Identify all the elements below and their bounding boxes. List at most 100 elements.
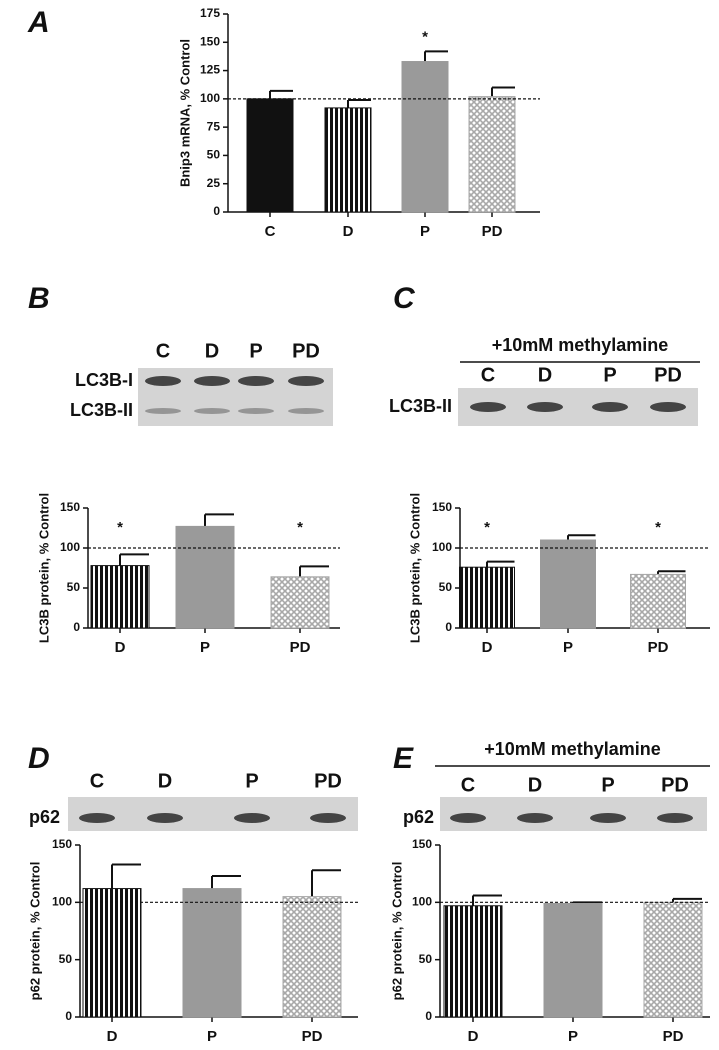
lane-label: PD bbox=[292, 340, 320, 362]
x-tick-label: PD bbox=[482, 223, 503, 240]
bar bbox=[246, 98, 294, 213]
bar bbox=[401, 61, 449, 213]
y-tick-label: 150 bbox=[60, 500, 80, 514]
y-axis-label: LC3B protein, % Control bbox=[36, 493, 51, 643]
error-bar bbox=[657, 570, 686, 575]
blot-band bbox=[238, 376, 274, 386]
y-tick-label: 0 bbox=[425, 1009, 432, 1023]
blot-image bbox=[68, 797, 358, 831]
blot-band bbox=[194, 376, 230, 386]
lane-label: D bbox=[158, 770, 172, 792]
panel-letter: B bbox=[28, 282, 50, 315]
significance-mark: * bbox=[655, 519, 661, 536]
bar bbox=[82, 888, 142, 1018]
lane-label: P bbox=[245, 770, 258, 792]
lane-label: PD bbox=[314, 770, 342, 792]
bar bbox=[459, 566, 515, 629]
x-tick-label: PD bbox=[648, 639, 669, 656]
bar bbox=[182, 888, 242, 1018]
lane-label: D bbox=[538, 364, 552, 386]
blot-band bbox=[147, 813, 183, 823]
y-tick-label: 25 bbox=[207, 176, 221, 190]
x-tick-label: PD bbox=[290, 639, 311, 656]
y-tick-label: 50 bbox=[59, 952, 73, 966]
lane-label: C bbox=[90, 770, 104, 792]
bar bbox=[90, 565, 150, 629]
error-bar bbox=[211, 874, 241, 889]
x-tick-label: D bbox=[482, 639, 493, 656]
panel-letter: E bbox=[393, 742, 414, 775]
lane-label: C bbox=[156, 340, 170, 362]
y-tick-label: 150 bbox=[200, 34, 220, 48]
blot-band bbox=[527, 402, 563, 412]
blot-row-label: p62 bbox=[403, 807, 434, 827]
lane-label: D bbox=[528, 774, 542, 796]
y-tick-label: 0 bbox=[73, 620, 80, 634]
x-tick-label: D bbox=[107, 1028, 118, 1045]
lane-label: C bbox=[481, 364, 495, 386]
x-tick-label: P bbox=[207, 1028, 217, 1045]
bar bbox=[443, 905, 503, 1018]
error-bar bbox=[269, 89, 293, 99]
y-tick-label: 100 bbox=[60, 540, 80, 554]
y-tick-label: 100 bbox=[412, 895, 432, 909]
lane-label: PD bbox=[661, 774, 689, 796]
y-tick-label: 75 bbox=[207, 119, 221, 133]
blot-row-label: LC3B-II bbox=[70, 400, 133, 420]
y-tick-label: 0 bbox=[65, 1009, 72, 1023]
error-bar bbox=[472, 894, 502, 906]
error-bar bbox=[111, 863, 141, 889]
error-bar bbox=[299, 565, 329, 577]
lane-label: P bbox=[603, 364, 616, 386]
y-tick-label: 100 bbox=[52, 895, 72, 909]
y-tick-label: 125 bbox=[200, 63, 220, 77]
error-bar bbox=[486, 560, 515, 568]
error-bar bbox=[347, 98, 371, 108]
y-tick-label: 0 bbox=[445, 620, 452, 634]
error-bar bbox=[119, 553, 149, 566]
blot-band bbox=[288, 376, 324, 386]
bar bbox=[175, 525, 235, 629]
error-bar bbox=[204, 513, 234, 527]
bar bbox=[543, 902, 603, 1018]
blot-band bbox=[517, 813, 553, 823]
x-tick-label: D bbox=[468, 1028, 479, 1045]
blot-band bbox=[79, 813, 115, 823]
blot-row-label: LC3B-I bbox=[75, 370, 133, 390]
x-tick-label: P bbox=[420, 223, 430, 240]
blot-band bbox=[234, 813, 270, 823]
x-tick-label: PD bbox=[302, 1028, 323, 1045]
blot-header: +10mM methylamine bbox=[484, 739, 661, 759]
bar bbox=[630, 573, 686, 629]
blot-band bbox=[288, 408, 324, 414]
y-tick-label: 50 bbox=[439, 580, 453, 594]
x-tick-label: P bbox=[200, 639, 210, 656]
blot-band bbox=[590, 813, 626, 823]
y-tick-label: 150 bbox=[432, 500, 452, 514]
error-bar bbox=[491, 86, 515, 97]
lane-label: P bbox=[249, 340, 262, 362]
blot-band bbox=[310, 813, 346, 823]
y-tick-label: 100 bbox=[200, 91, 220, 105]
y-axis-label: LC3B protein, % Control bbox=[407, 493, 422, 643]
y-tick-label: 150 bbox=[412, 837, 432, 851]
blot-band bbox=[650, 402, 686, 412]
lane-label: PD bbox=[654, 364, 682, 386]
bar bbox=[468, 96, 516, 213]
blot-band bbox=[194, 408, 230, 414]
significance-mark: * bbox=[117, 519, 123, 536]
blot-row-label: LC3B-II bbox=[389, 396, 452, 416]
error-bar bbox=[567, 534, 596, 540]
y-axis-label: p62 protein, % Control bbox=[27, 862, 42, 1001]
blot-band bbox=[145, 376, 181, 386]
blot-image bbox=[440, 797, 707, 831]
y-axis-label: p62 protein, % Control bbox=[389, 862, 404, 1001]
x-tick-label: D bbox=[115, 639, 126, 656]
y-tick-label: 50 bbox=[67, 580, 81, 594]
bar bbox=[324, 107, 372, 213]
bar bbox=[643, 901, 703, 1018]
bar bbox=[270, 576, 330, 629]
lane-label: C bbox=[461, 774, 475, 796]
significance-mark: * bbox=[422, 28, 428, 45]
